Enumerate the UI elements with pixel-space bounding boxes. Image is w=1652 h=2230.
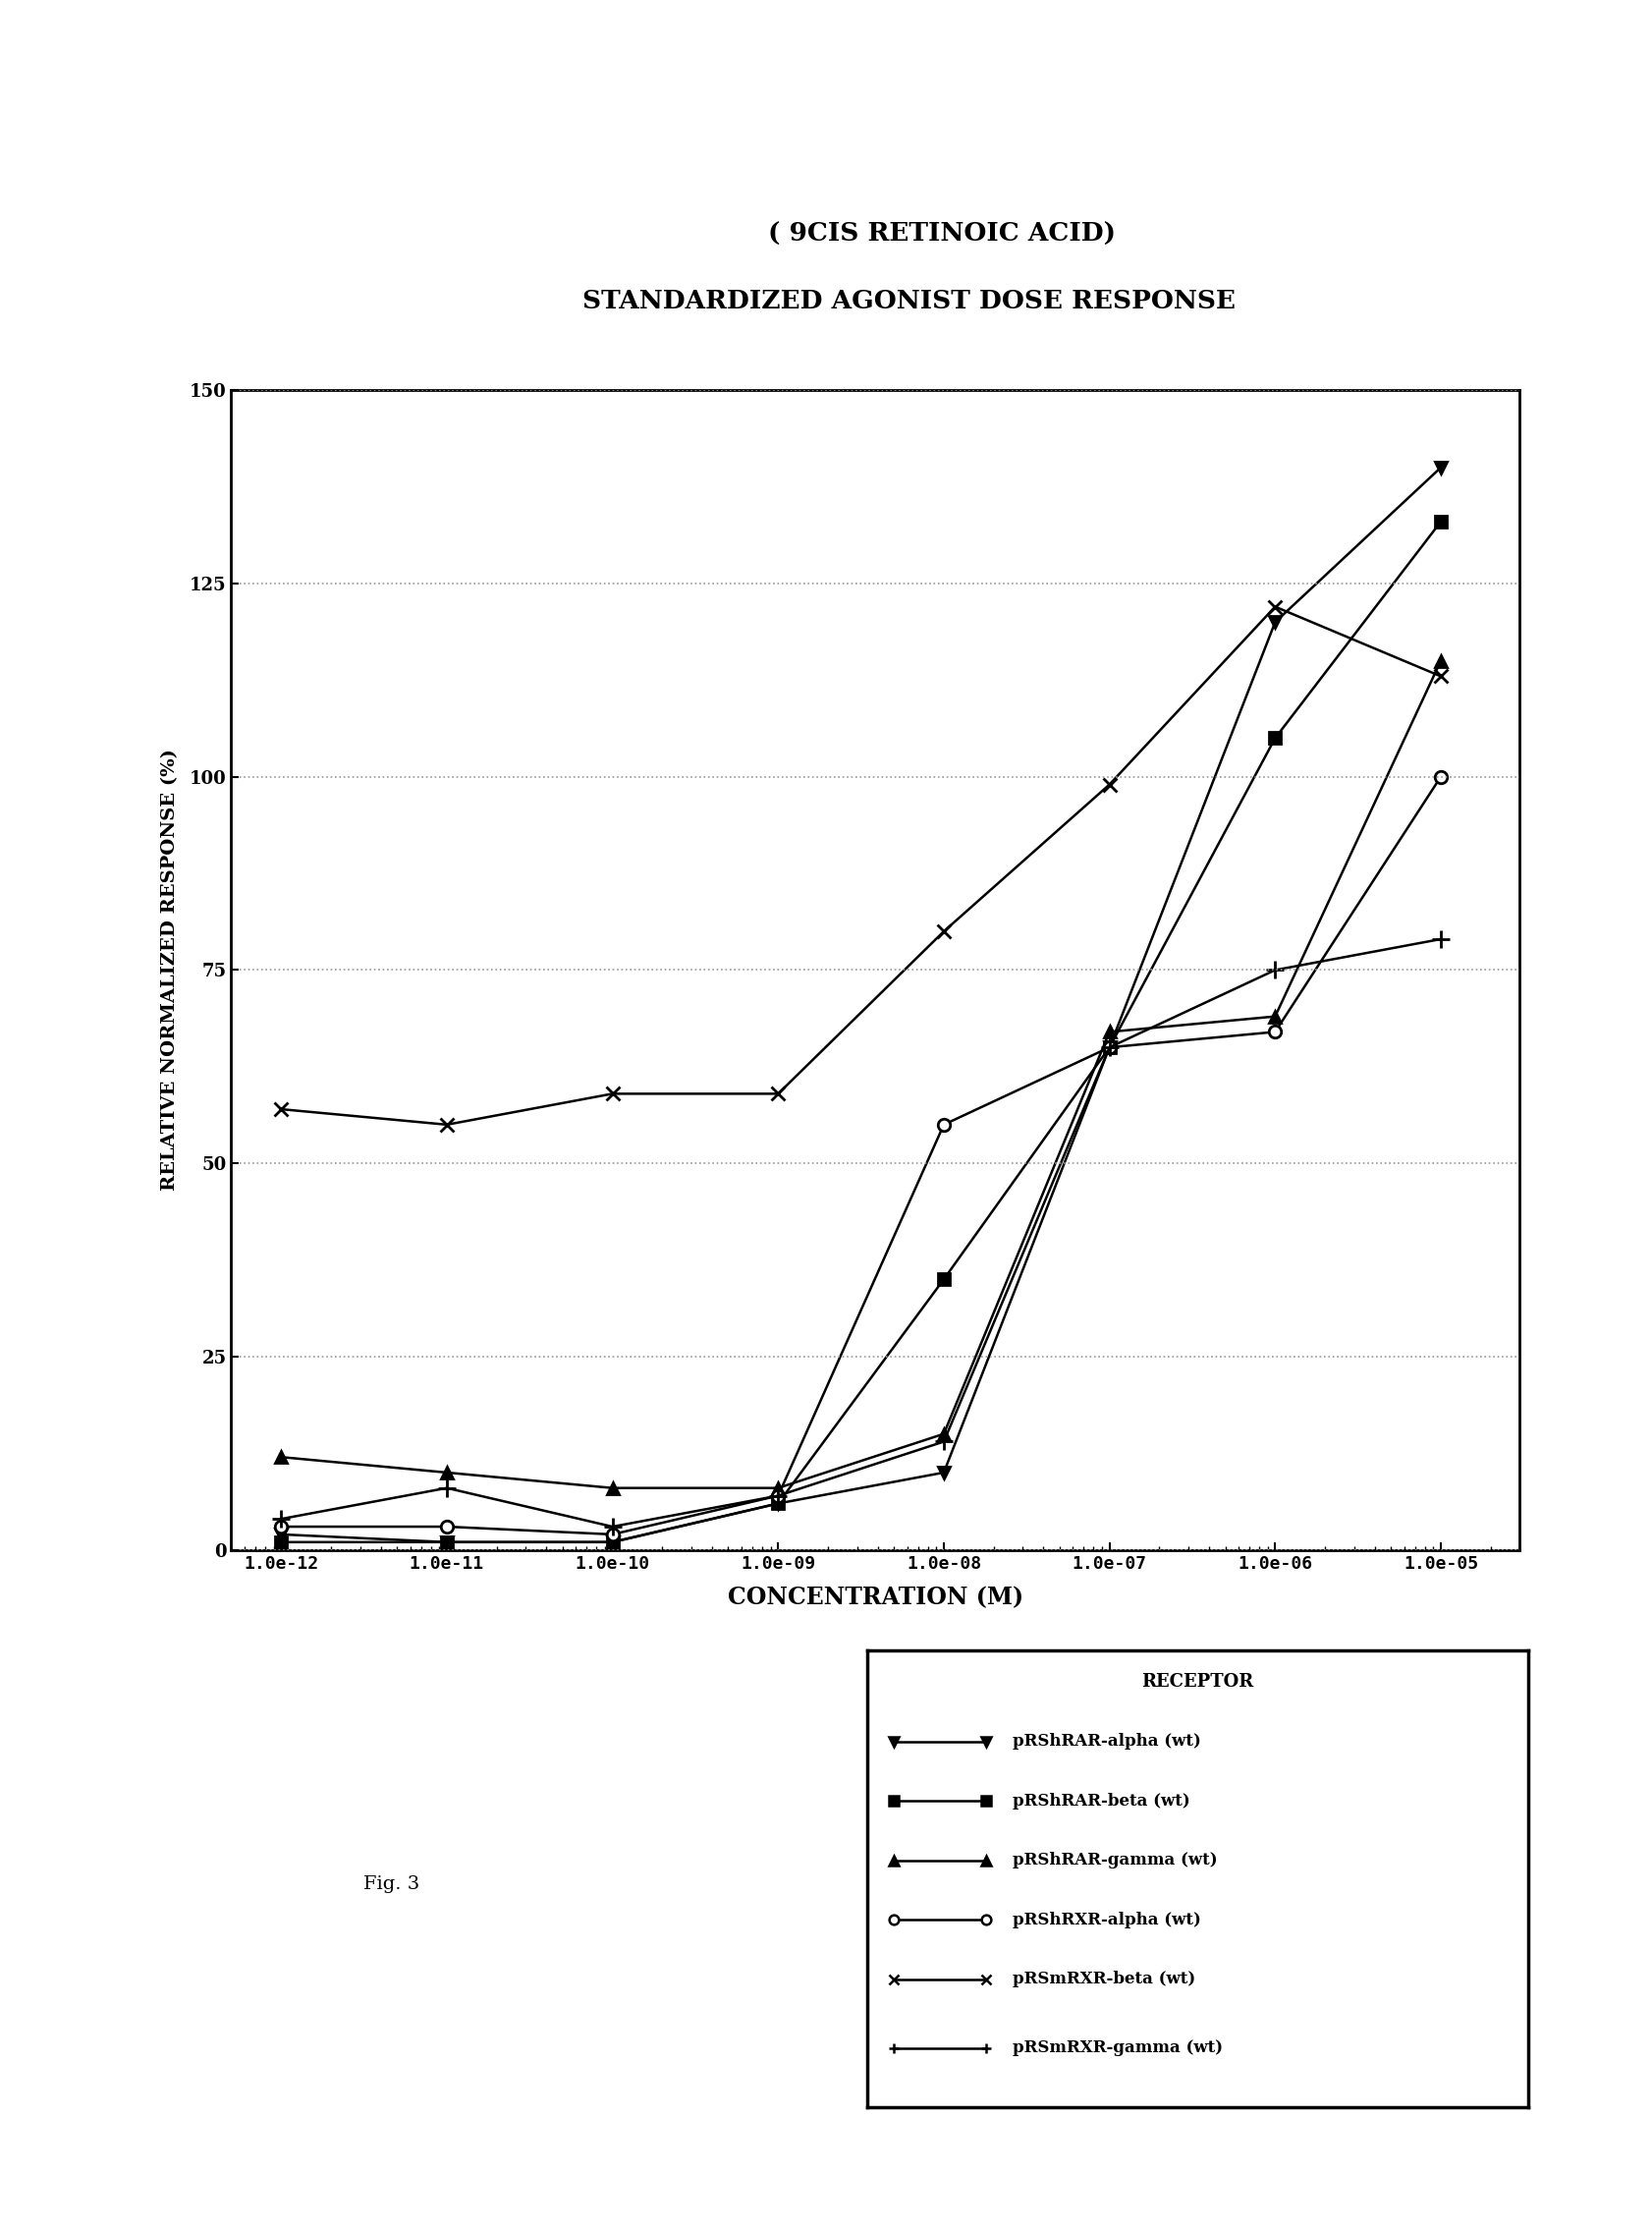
Text: STANDARDIZED AGONIST DOSE RESPONSE: STANDARDIZED AGONIST DOSE RESPONSE (582, 288, 1236, 314)
Y-axis label: RELATIVE NORMALIZED RESPONSE (%): RELATIVE NORMALIZED RESPONSE (%) (160, 749, 178, 1191)
Text: pRShRAR-beta (wt): pRShRAR-beta (wt) (1013, 1793, 1189, 1809)
Text: pRSmRXR-beta (wt): pRSmRXR-beta (wt) (1013, 1971, 1196, 1987)
X-axis label: CONCENTRATION (M): CONCENTRATION (M) (727, 1586, 1024, 1610)
Text: RECEPTOR: RECEPTOR (1142, 1672, 1254, 1690)
Text: Fig. 3: Fig. 3 (363, 1875, 420, 1893)
Text: pRShRXR-alpha (wt): pRShRXR-alpha (wt) (1013, 1911, 1201, 1929)
Text: ( 9CIS RETINOIC ACID): ( 9CIS RETINOIC ACID) (768, 221, 1115, 248)
Text: pRShRAR-gamma (wt): pRShRAR-gamma (wt) (1013, 1853, 1218, 1869)
Text: pRSmRXR-gamma (wt): pRSmRXR-gamma (wt) (1013, 2040, 1222, 2056)
Text: pRShRAR-alpha (wt): pRShRAR-alpha (wt) (1013, 1733, 1201, 1751)
